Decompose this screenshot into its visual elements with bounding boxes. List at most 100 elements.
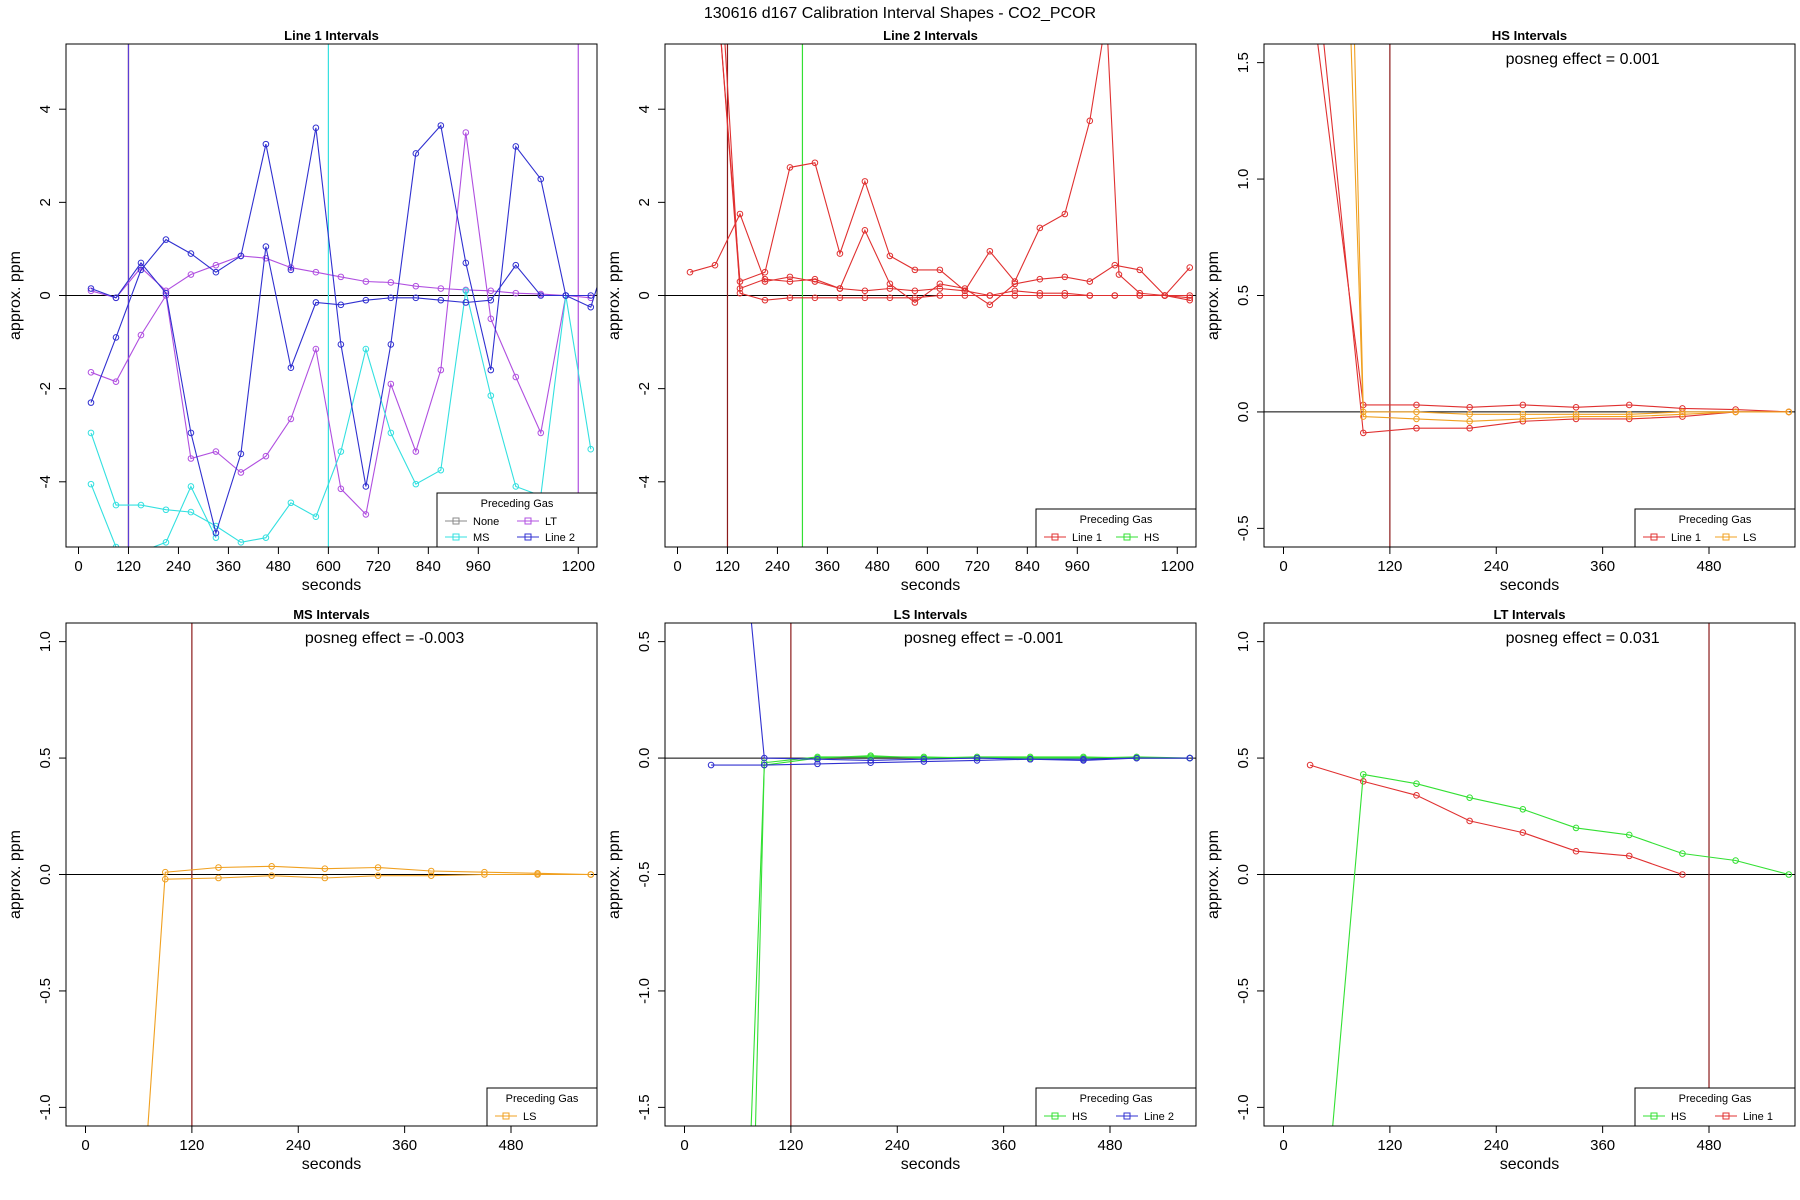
data-point — [736, 210, 744, 218]
data-point — [811, 275, 819, 283]
legend-title: Preceding Gas — [481, 498, 554, 510]
series-4 — [750, 623, 1194, 764]
data-point — [686, 268, 694, 276]
plot-frame — [65, 43, 598, 548]
data-point — [814, 760, 821, 768]
y-axis-label: approx. ppm — [606, 830, 623, 919]
data-point — [112, 378, 120, 385]
data-point — [1011, 287, 1019, 295]
data-point — [1625, 852, 1633, 860]
data-point — [1625, 410, 1633, 418]
data-point — [138, 549, 144, 555]
y-tick-label: -1.0 — [1235, 1094, 1252, 1120]
data-point — [1519, 410, 1527, 418]
y-tick-label: 0.0 — [37, 864, 54, 885]
data-point — [187, 250, 195, 257]
data-point — [587, 871, 595, 878]
data-point — [287, 499, 295, 507]
series-line — [147, 865, 591, 1126]
legend-entry: Line 1 — [1044, 532, 1102, 544]
chart-panel-3: HS Intervals 0 120 240 360 480 -0.5 0.0 0.5 1.0 1.… — [1205, 28, 1796, 594]
data-point — [562, 292, 570, 299]
data-point — [412, 448, 420, 455]
series-line — [754, 756, 1190, 1126]
plot-frame — [1263, 43, 1796, 548]
y-axis-label: approx. ppm — [7, 830, 24, 919]
x-tick-label: 1200 — [562, 558, 595, 575]
x-tick-label: 1200 — [1161, 558, 1194, 575]
data-point — [1466, 817, 1473, 825]
data-point — [1413, 780, 1420, 787]
plot-area — [66, 44, 597, 555]
data-point — [1572, 847, 1580, 855]
x-axis-label: seconds — [901, 577, 961, 594]
x-tick-label: 120 — [1377, 558, 1402, 575]
legend-swatch-marker — [524, 533, 532, 541]
data-point — [1572, 410, 1580, 418]
legend-entry: HS — [1643, 1111, 1686, 1123]
data-point — [786, 164, 794, 171]
data-point — [1572, 403, 1580, 411]
data-point — [237, 539, 245, 546]
legend-title: Preceding Gas — [1080, 1093, 1153, 1105]
series-2 — [161, 871, 595, 883]
data-point — [1359, 771, 1367, 778]
data-point — [262, 534, 270, 541]
data-point — [412, 480, 420, 488]
data-point — [1679, 871, 1686, 878]
data-point — [1519, 805, 1527, 813]
legend-label: HS — [1144, 532, 1159, 544]
y-tick-label: 4 — [37, 105, 54, 113]
data-point — [312, 513, 320, 521]
y-tick-label: -4 — [37, 475, 54, 488]
data-point — [1011, 280, 1019, 288]
y-tick-label: -0.5 — [1235, 515, 1252, 541]
data-point — [836, 250, 844, 257]
legend-entry: Line 2 — [1116, 1111, 1174, 1123]
x-tick-label: 360 — [216, 558, 241, 575]
legend-swatch-marker — [1722, 1112, 1730, 1120]
legend-entry: Line 1 — [1715, 1111, 1773, 1123]
data-point — [112, 543, 120, 547]
data-point — [374, 864, 382, 871]
data-point — [437, 466, 445, 474]
legend-swatch-marker — [1650, 1112, 1658, 1120]
data-point — [262, 243, 270, 250]
data-point — [362, 296, 370, 304]
legend-swatch-marker — [452, 517, 460, 525]
legend-label: MS — [473, 532, 490, 544]
data-point — [936, 266, 944, 274]
series-line — [750, 755, 1190, 1126]
data-point — [337, 301, 345, 309]
data-point — [481, 871, 488, 878]
data-point — [814, 755, 821, 763]
panel-title: Line 2 Intervals — [883, 28, 978, 43]
plot-frame — [664, 622, 1197, 1127]
data-point — [961, 292, 969, 299]
legend-swatch-marker — [1051, 533, 1059, 541]
data-point — [215, 874, 222, 882]
legend-label: Line 2 — [1144, 1111, 1174, 1123]
panel-title: HS Intervals — [1492, 28, 1567, 43]
data-point — [187, 271, 195, 278]
data-point — [587, 303, 595, 311]
y-tick-label: 0.0 — [1235, 864, 1252, 885]
data-point — [811, 159, 819, 167]
data-point — [337, 273, 345, 281]
x-tick-label: 0 — [680, 1137, 688, 1154]
series-1 — [1306, 761, 1686, 878]
data-point — [362, 511, 370, 518]
legend-box — [1035, 1087, 1197, 1127]
x-axis-label: seconds — [1500, 1156, 1560, 1173]
panel-title: LS Intervals — [894, 607, 968, 622]
x-tick-label: 840 — [1015, 558, 1040, 575]
data-point — [1329, 1128, 1335, 1134]
data-point — [537, 429, 545, 437]
data-point — [337, 485, 345, 493]
data-point — [936, 292, 944, 299]
legend: Preceding Gas None LT MS Line 2 — [436, 492, 598, 548]
x-tick-label: 240 — [765, 558, 790, 575]
data-point — [268, 863, 275, 870]
data-point — [861, 178, 869, 185]
